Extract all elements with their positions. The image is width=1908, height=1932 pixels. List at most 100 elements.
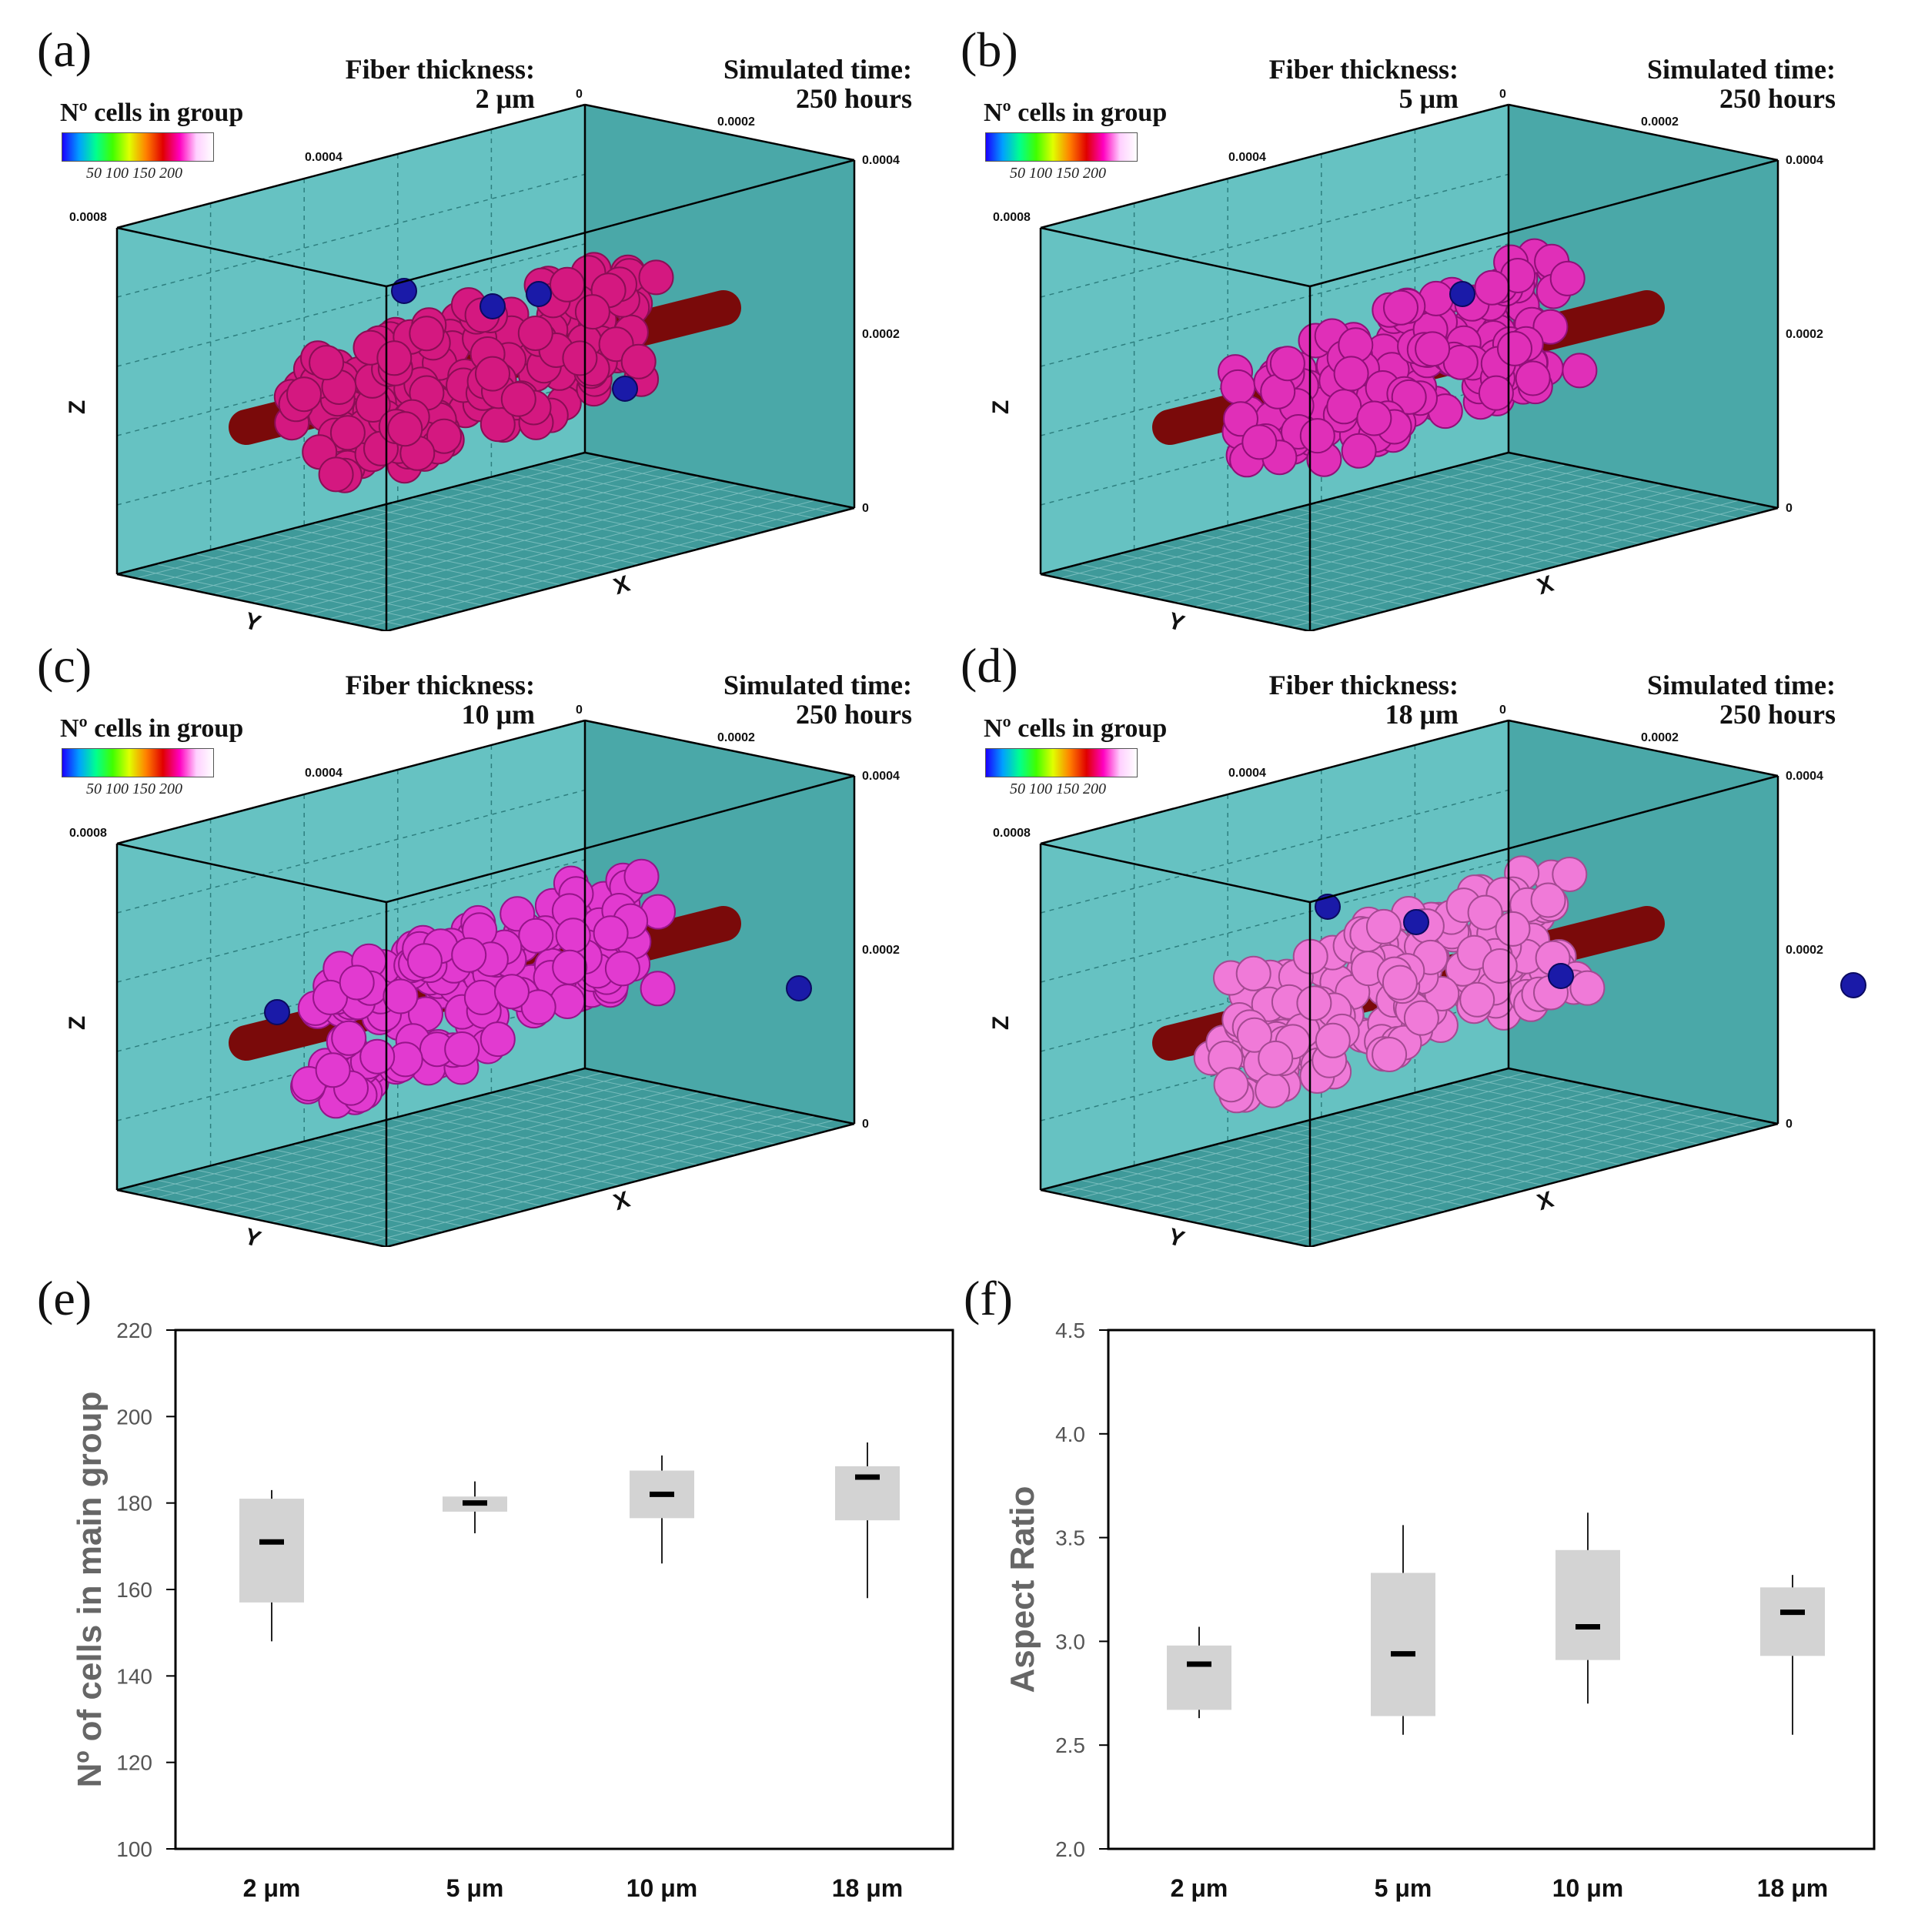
colorbar-gradient [62, 748, 214, 777]
z-axis-label: Z [988, 399, 1014, 415]
plot-frame [1107, 1329, 1876, 1850]
y-tick: 0.0004 [1228, 151, 1266, 164]
cell-cluster [1218, 238, 1598, 478]
fiber-thickness-title: Fiber thickness: [1268, 670, 1459, 700]
z-axis-label: Z [65, 1015, 91, 1031]
box-3d [1039, 103, 1779, 631]
x-tick: 0.0002 [717, 115, 755, 129]
panel-3d-3: (d) Fiber thickness: 18 μm Simulated tim… [924, 616, 1878, 1252]
panel-label: (d) [961, 638, 1018, 693]
isolated-cell [1315, 894, 1341, 920]
panel-e: (e) 100 120 140 160 180 200 220 Nº of cells in … [0, 1262, 954, 1928]
z-tick: 0.0002 [1786, 944, 1823, 957]
y-tick-label: 4.5 [1055, 1319, 1085, 1342]
iqr-box [1167, 1645, 1231, 1710]
simulated-time-value: 250 hours [795, 83, 912, 114]
colorbar-gradient [62, 132, 214, 162]
simulated-time-title: Simulated time: [1647, 54, 1836, 85]
y-tick-label: 3.0 [1055, 1629, 1085, 1653]
x-category-label: 5 μm [1375, 1874, 1432, 1902]
z-axis-label: Z [65, 399, 91, 415]
x-tick: 0 [576, 704, 583, 717]
y-tick: 0.0004 [1228, 767, 1266, 780]
isolated-cell [526, 281, 552, 307]
isolated-cell [1548, 963, 1574, 989]
z-tick: 0 [862, 502, 869, 515]
box-3d [115, 103, 856, 631]
simulated-time-title: Simulated time: [723, 54, 912, 85]
iqr-box [1371, 1573, 1435, 1716]
x-tick: 0 [1499, 704, 1506, 717]
isolated-cell [391, 278, 417, 304]
panel-3d-0: (a) Fiber thickness: 2 μm Simulated time… [0, 0, 954, 637]
y-tick-label: 220 [116, 1319, 152, 1342]
cell-cluster [273, 252, 674, 493]
y-axis-label: Nº of cells in main group [71, 1392, 109, 1788]
z-tick: 0 [1786, 502, 1793, 515]
colorbar-gradient [985, 132, 1138, 162]
z-tick: 0 [862, 1118, 869, 1131]
z-axis-label: Z [988, 1015, 1014, 1031]
y-tick-label: 100 [116, 1837, 152, 1861]
fiber-thickness-title: Fiber thickness: [1268, 54, 1459, 85]
z-tick: 0.0004 [1786, 154, 1823, 167]
x-tick: 0.0002 [1641, 115, 1679, 129]
colorbar-title: Nº cells in group [60, 714, 244, 743]
y-tick: 0.0008 [69, 211, 107, 224]
y-tick-label: 2.0 [1055, 1837, 1085, 1861]
y-tick-label: 120 [116, 1751, 152, 1775]
z-tick: 0.0002 [862, 944, 900, 957]
panel-label: (c) [37, 638, 92, 693]
colorbar-ticks: 50 100 150 200 [86, 165, 182, 182]
isolated-cell [612, 376, 638, 402]
colorbar-title: Nº cells in group [984, 99, 1168, 127]
simulated-time-title: Simulated time: [1647, 670, 1836, 700]
z-tick: 0.0002 [862, 328, 900, 341]
y-tick-label: 140 [116, 1664, 152, 1688]
colorbar-gradient [985, 748, 1138, 777]
y-tick-label: 4.0 [1055, 1422, 1085, 1446]
x-tick: 0.0002 [717, 731, 755, 744]
box-3d [1039, 719, 1866, 1247]
x-tick: 0 [576, 88, 583, 101]
y-tick: 0.0008 [993, 827, 1031, 840]
iqr-box [1760, 1587, 1825, 1656]
colorbar-ticks: 50 100 150 200 [86, 780, 182, 797]
x-tick: 0 [1499, 88, 1506, 101]
z-tick: 0.0004 [862, 770, 900, 783]
simulated-time-value: 250 hours [1719, 83, 1836, 114]
z-tick: 0.0002 [1786, 328, 1823, 341]
fiber-thickness-value: 2 μm [475, 83, 535, 114]
iqr-box [239, 1499, 304, 1603]
isolated-cell [480, 293, 506, 319]
x-category-label: 5 μm [446, 1874, 504, 1902]
z-tick: 0 [1786, 1118, 1793, 1131]
isolated-cell [1449, 281, 1475, 307]
colorbar-title: Nº cells in group [60, 99, 244, 127]
y-tick-label: 2.5 [1055, 1733, 1085, 1757]
x-category-label: 10 μm [1552, 1874, 1624, 1902]
fiber-thickness-title: Fiber thickness: [345, 670, 535, 700]
isolated-cell [786, 975, 812, 1001]
x-category-label: 2 μm [243, 1874, 301, 1902]
panel-f: (f) 2.0 2.5 3.0 3.5 4.0 4.5 Aspect Ratio 2 μm 5 … [954, 1262, 1908, 1928]
fiber-thickness-title: Fiber thickness: [345, 54, 535, 85]
box-3d [115, 719, 856, 1247]
fiber-thickness-value: 18 μm [1385, 699, 1459, 730]
x-tick: 0.0002 [1641, 731, 1679, 744]
iqr-box [1555, 1549, 1620, 1660]
panel-label-e: (e) [37, 1271, 92, 1325]
simulated-time-value: 250 hours [1719, 699, 1836, 730]
z-tick: 0.0004 [862, 154, 900, 167]
panel-label: (a) [37, 22, 92, 77]
colorbar-ticks: 50 100 150 200 [1010, 165, 1106, 182]
isolated-cell [1840, 972, 1866, 998]
z-tick: 0.0004 [1786, 770, 1823, 783]
y-tick: 0.0008 [993, 211, 1031, 224]
colorbar-title: Nº cells in group [984, 714, 1168, 743]
y-tick-label: 180 [116, 1492, 152, 1516]
x-category-label: 18 μm [832, 1874, 904, 1902]
panel-label: (b) [961, 22, 1018, 77]
simulated-time-title: Simulated time: [723, 670, 912, 700]
y-tick: 0.0004 [305, 767, 343, 780]
